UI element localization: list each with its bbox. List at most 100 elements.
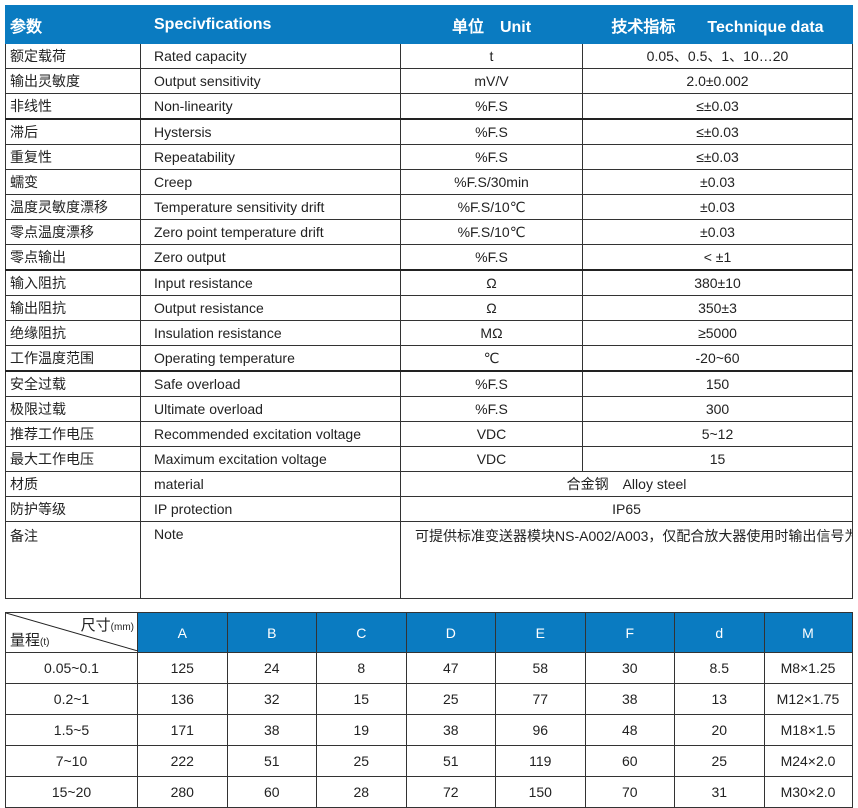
value: 350±3 <box>582 295 853 321</box>
param-en: Input resistance <box>140 269 401 296</box>
spec-header-row: 参数 Specivfications 单位 Unit 技术指标 Techniqu… <box>5 5 853 44</box>
dim-value: 24 <box>226 652 317 684</box>
param-en: Rated capacity <box>140 43 401 69</box>
value: 380±10 <box>582 269 853 296</box>
dims-row: 7~10 222 51 25 51 119 60 25 M24×2.0 <box>5 745 853 777</box>
ip-row: 防护等级 IP protection IP65 <box>5 496 853 522</box>
param-en: Output sensitivity <box>140 68 401 94</box>
header-spec: Specivfications <box>140 5 401 44</box>
param-cn: 温度灵敏度漂移 <box>5 194 141 220</box>
spec-row: 输出灵敏度 Output sensitivity mV/V 2.0±0.002 <box>5 68 853 94</box>
param-en: Hystersis <box>140 118 401 145</box>
param-en: Temperature sensitivity drift <box>140 194 401 220</box>
dim-value: 150 <box>495 776 586 808</box>
value: ≥5000 <box>582 320 853 346</box>
value: ±0.03 <box>582 194 853 220</box>
dim-value: 171 <box>137 714 228 746</box>
spec-row: 蠕变 Creep %F.S/30min ±0.03 <box>5 169 853 195</box>
capacity-range: 0.2~1 <box>5 683 138 715</box>
unit: %F.S <box>400 118 583 145</box>
dims-row: 0.05~0.1 125 24 8 47 58 30 8.5 M8×1.25 <box>5 652 853 684</box>
param-en: Recommended excitation voltage <box>140 421 401 447</box>
param-cn: 输出阻抗 <box>5 295 141 321</box>
dim-value: M30×2.0 <box>763 776 853 808</box>
spec-row: 零点温度漂移 Zero point temperature drift %F.S/1… <box>5 219 853 245</box>
param-en: Maximum excitation voltage <box>140 446 401 472</box>
capacity-range: 1.5~5 <box>5 714 138 746</box>
dim-value: 30 <box>584 652 675 684</box>
specifications-table: 参数 Specivfications 单位 Unit 技术指标 Techniqu… <box>5 5 853 599</box>
corner-bottom-label: 量程(t) <box>10 632 50 649</box>
param-cn: 推荐工作电压 <box>5 421 141 447</box>
dim-value: 15 <box>316 683 407 715</box>
spec-row: 额定载荷 Rated capacity t 0.05、0.5、1、10…20 <box>5 43 853 69</box>
dim-value: 72 <box>405 776 496 808</box>
param-cn: 非线性 <box>5 93 141 120</box>
dim-value: 136 <box>137 683 228 715</box>
param-cn: 极限过载 <box>5 396 141 422</box>
dim-header: D <box>405 612 496 653</box>
dim-value: 60 <box>584 745 675 777</box>
note-row: 备注 Note 可提供标准变送器模块NS-A002/A003，仅配合放大器使用时输出… <box>5 521 853 599</box>
dim-value: 77 <box>495 683 586 715</box>
capacity-range: 15~20 <box>5 776 138 808</box>
dim-value: 58 <box>495 652 586 684</box>
dim-header: C <box>316 612 407 653</box>
unit: VDC <box>400 421 583 447</box>
unit: %F.S/10℃ <box>400 194 583 220</box>
dim-header: A <box>137 612 228 653</box>
param-cn: 绝缘阻抗 <box>5 320 141 346</box>
value: 2.0±0.002 <box>582 68 853 94</box>
param-cn: 滞后 <box>5 118 141 145</box>
dim-value: M18×1.5 <box>763 714 853 746</box>
unit: %F.S <box>400 93 583 120</box>
dim-value: 20 <box>674 714 765 746</box>
dim-value: 8 <box>316 652 407 684</box>
value: ≤±0.03 <box>582 144 853 170</box>
unit: MΩ <box>400 320 583 346</box>
value: ±0.03 <box>582 219 853 245</box>
value: ±0.03 <box>582 169 853 195</box>
diagonal-line <box>6 613 138 651</box>
dim-value: M8×1.25 <box>763 652 853 684</box>
dim-value: M12×1.75 <box>763 683 853 715</box>
spec-row: 输出阻抗 Output resistance Ω 350±3 <box>5 295 853 321</box>
header-param: 参数 <box>5 5 141 44</box>
dim-value: 32 <box>226 683 317 715</box>
param-en: IP protection <box>140 496 401 522</box>
dim-value: 38 <box>584 683 675 715</box>
dim-value: 51 <box>226 745 317 777</box>
param-cn: 输入阻抗 <box>5 269 141 296</box>
dim-value: 48 <box>584 714 675 746</box>
unit: mV/V <box>400 68 583 94</box>
dims-row: 0.2~1 136 32 15 25 77 38 13 M12×1.75 <box>5 683 853 715</box>
dim-header: d <box>674 612 765 653</box>
unit: %F.S <box>400 244 583 271</box>
param-cn: 防护等级 <box>5 496 141 522</box>
capacity-range: 7~10 <box>5 745 138 777</box>
value: 合金钢 Alloy steel <box>400 471 853 497</box>
param-cn: 零点温度漂移 <box>5 219 141 245</box>
dim-value: 47 <box>405 652 496 684</box>
spec-row: 工作温度范围 Operating temperature ℃ -20~60 <box>5 345 853 372</box>
dim-value: 38 <box>405 714 496 746</box>
value: 0.05、0.5、1、10…20 <box>582 43 853 69</box>
unit: VDC <box>400 446 583 472</box>
dim-value: 60 <box>226 776 317 808</box>
spec-row: 极限过载 Ultimate overload %F.S 300 <box>5 396 853 422</box>
dim-value: 25 <box>405 683 496 715</box>
param-en: Zero output <box>140 244 401 271</box>
unit: %F.S <box>400 370 583 397</box>
param-cn: 零点输出 <box>5 244 141 271</box>
param-en: Output resistance <box>140 295 401 321</box>
param-en: Zero point temperature drift <box>140 219 401 245</box>
param-en: Ultimate overload <box>140 396 401 422</box>
dim-value: 28 <box>316 776 407 808</box>
dim-header: B <box>226 612 317 653</box>
dim-header: E <box>495 612 586 653</box>
dim-value: M24×2.0 <box>763 745 853 777</box>
unit: %F.S/30min <box>400 169 583 195</box>
spec-row: 零点输出 Zero output %F.S < ±1 <box>5 244 853 271</box>
spec-row: 非线性 Non-linearity %F.S ≤±0.03 <box>5 93 853 120</box>
header-data: 技术指标 Technique data <box>582 5 853 44</box>
